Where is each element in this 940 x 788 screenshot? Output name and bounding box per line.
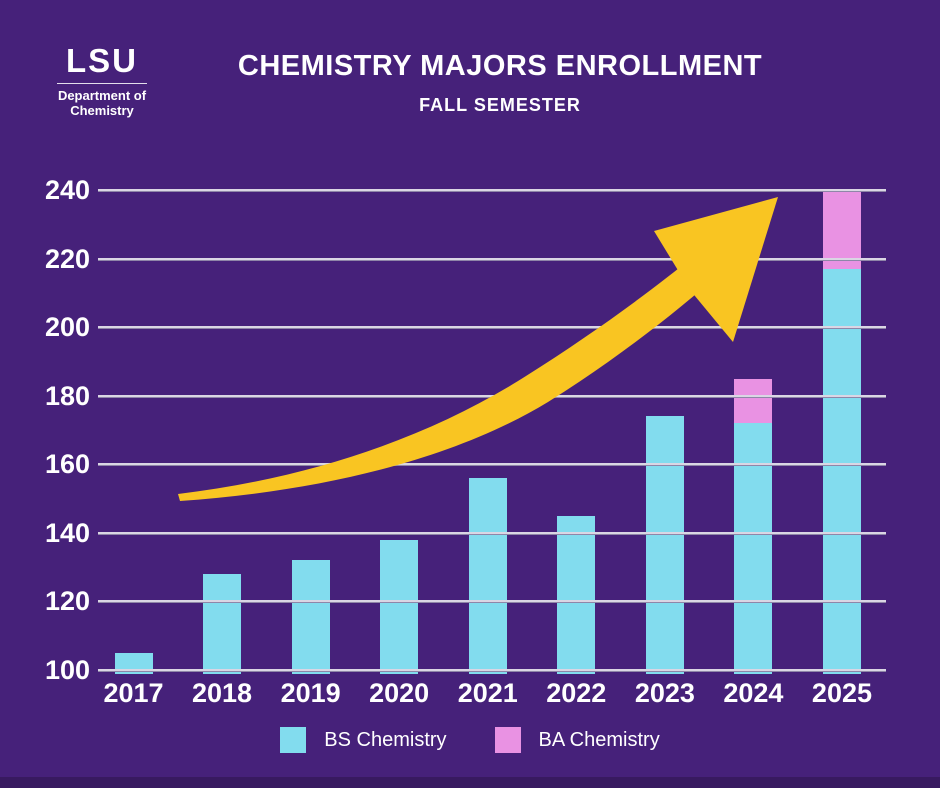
- chart-legend: BS Chemistry BA Chemistry: [0, 727, 940, 753]
- ba-chemistry-swatch: [494, 727, 521, 753]
- gridline-240: [98, 189, 886, 192]
- y-tick-label-200: 200: [44, 312, 90, 343]
- bar-bs-2025: [822, 268, 861, 674]
- x-axis-label-2023: 2023: [634, 678, 695, 708]
- y-tick-label-180: 180: [44, 380, 90, 411]
- gridline-160: [98, 463, 886, 467]
- title-block: CHEMISTRY MAJORS ENROLLMENT FALL SEMESTE…: [60, 50, 940, 116]
- gridline-100: [98, 669, 886, 672]
- x-axis-label-2024: 2024: [723, 678, 784, 708]
- bar-bs-2023: [645, 416, 684, 674]
- gridline-200: [98, 326, 886, 330]
- bar-bs-2017: [114, 652, 153, 674]
- bs-chemistry-label: BS Chemistry: [324, 728, 447, 751]
- gridline-120: [98, 600, 886, 604]
- bar-bs-2022: [557, 515, 596, 674]
- x-axis-label-2017: 2017: [103, 678, 164, 708]
- legend-item-bs-chemistry: BS Chemistry: [280, 727, 447, 753]
- lsu-logo-acronym: LSU: [66, 42, 138, 79]
- y-tick-label-100: 100: [44, 655, 90, 685]
- ba-chemistry-label: BA Chemistry: [538, 728, 660, 751]
- gridline-180: [98, 394, 886, 398]
- bar-ba-2024: [734, 378, 773, 424]
- gridline-140: [98, 531, 886, 535]
- bar-bs-2019: [291, 560, 330, 674]
- y-tick-label-220: 220: [44, 243, 90, 274]
- gridline-220: [98, 257, 886, 261]
- legend-item-ba-chemistry: BA Chemistry: [494, 727, 660, 753]
- x-axis-label-2022: 2022: [546, 678, 607, 708]
- x-axis-label-2018: 2018: [192, 678, 253, 708]
- chart-title: CHEMISTRY MAJORS ENROLLMENT: [237, 50, 763, 82]
- logo-department-line1: Department of: [57, 87, 147, 103]
- bar-bs-2024: [734, 423, 773, 674]
- x-axis-label-2020: 2020: [369, 678, 430, 708]
- lsu-logo: LSU Department of Chemistry: [40, 42, 164, 119]
- chart-subtitle: FALL SEMESTER: [419, 95, 581, 115]
- x-axis-label-2025: 2025: [811, 678, 872, 708]
- y-tick-label-120: 120: [44, 586, 90, 617]
- x-axis-label-2021: 2021: [457, 678, 518, 708]
- x-axis-label-2019: 2019: [280, 678, 341, 708]
- bar-bs-2018: [203, 574, 242, 674]
- bar-bs-2020: [380, 539, 419, 674]
- bs-chemistry-swatch: [280, 727, 307, 753]
- logo-divider-line: [57, 82, 147, 84]
- bar-ba-2025: [822, 190, 861, 269]
- bar-bs-2021: [468, 478, 507, 674]
- y-tick-label-140: 140: [44, 517, 90, 548]
- y-tick-label-160: 160: [44, 449, 90, 480]
- logo-department-line2: Chemistry: [70, 103, 134, 119]
- y-tick-label-240: 240: [44, 175, 90, 205]
- footer-band: [0, 777, 940, 788]
